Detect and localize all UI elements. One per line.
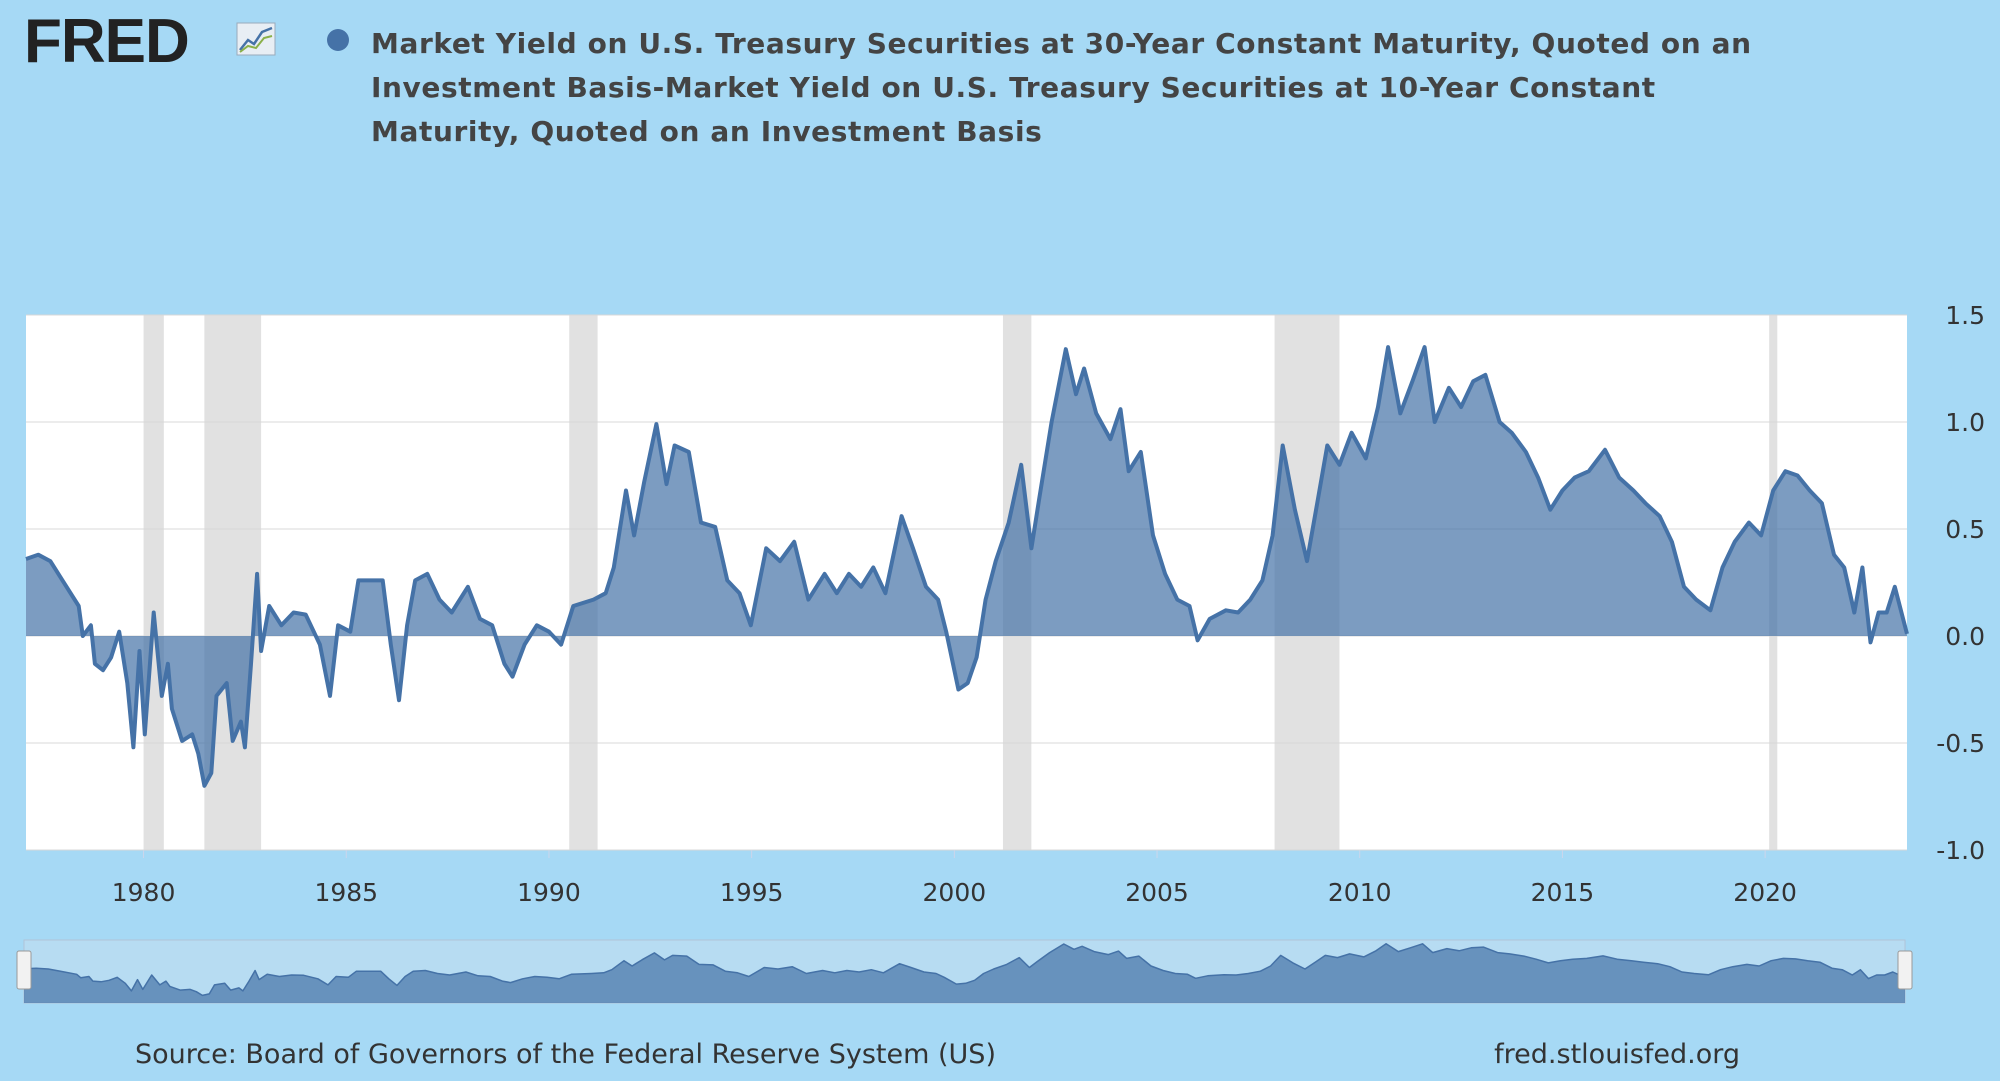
recession-band — [569, 315, 598, 850]
icon-line — [239, 26, 273, 51]
x-tick-label: 2010 — [1328, 878, 1392, 907]
y-tick-label: -0.5 — [1936, 729, 1985, 758]
source-url[interactable]: fred.stlouisfed.org — [1494, 1039, 1740, 1070]
logo[interactable]: FRED — [24, 7, 190, 76]
x-tick-label: 2015 — [1531, 878, 1595, 907]
navigator-handle[interactable] — [16, 950, 32, 990]
x-tick-label: 2020 — [1733, 878, 1797, 907]
navigator-handle[interactable] — [1897, 950, 1913, 990]
recession-band — [143, 315, 164, 850]
icon-line — [239, 35, 273, 53]
navigator-line — [23, 943, 1906, 997]
legend-label: Market Yield on U.S. Treasury Securities… — [371, 27, 1752, 148]
x-tick-label: 2000 — [923, 878, 987, 907]
x-tick-label: 1995 — [720, 878, 784, 907]
logo-icon — [236, 22, 276, 56]
y-tick-label: -1.0 — [1936, 836, 1985, 865]
series-area — [26, 347, 1907, 786]
navigator-area — [24, 943, 1905, 1003]
y-tick-label: 0.5 — [1945, 515, 1985, 544]
x-tick-label: 1990 — [517, 878, 581, 907]
source: Source: Board of Governors of the Federa… — [135, 1039, 996, 1070]
y-tick-label: 1.0 — [1945, 408, 1985, 437]
series-line — [25, 345, 1909, 788]
y-tick-label: 0.0 — [1945, 622, 1985, 651]
x-tick-label: 1985 — [314, 878, 378, 907]
x-tick-label: 2005 — [1125, 878, 1189, 907]
y-tick-label: 1.5 — [1945, 301, 1985, 330]
legend-marker — [327, 29, 349, 51]
x-tick-label: 1980 — [112, 878, 176, 907]
